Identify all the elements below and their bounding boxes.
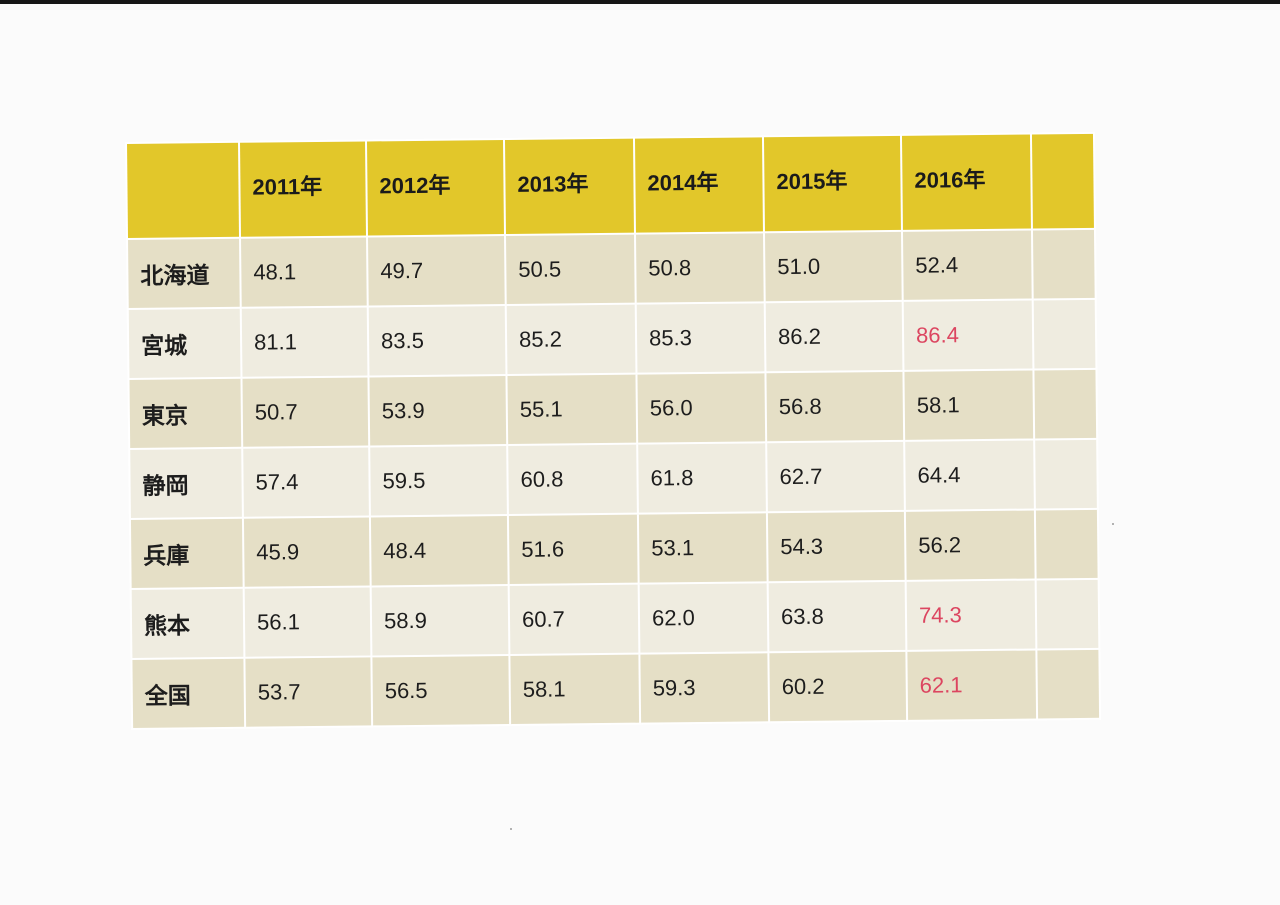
value-cell: 60.2 xyxy=(768,650,908,723)
header-year-cell: 2012年 xyxy=(365,139,505,237)
value-cell: 53.1 xyxy=(637,512,768,584)
value-cell: 61.8 xyxy=(637,442,767,514)
table-row: 北海道 48.1 49.7 50.5 50.8 51.0 52.4 xyxy=(127,228,1096,309)
header-extra-cell xyxy=(1030,132,1095,230)
scan-top-edge xyxy=(0,0,1280,4)
value-cell: 85.3 xyxy=(635,302,766,374)
row-region-label: 北海道 xyxy=(127,237,241,309)
value-cell: 59.5 xyxy=(369,445,508,517)
value-cell: 59.3 xyxy=(639,652,770,724)
scan-speck xyxy=(1112,523,1114,525)
empty-extra-cell xyxy=(1032,298,1097,370)
document-table-container: 2011年 2012年 2013年 2014年 2015年 2016年 北海道 4… xyxy=(125,132,1101,730)
value-cell: 60.8 xyxy=(507,443,638,516)
value-cell: 51.0 xyxy=(763,230,903,303)
value-cell: 53.7 xyxy=(244,656,373,728)
table-body: 北海道 48.1 49.7 50.5 50.8 51.0 52.4 宮城 81.1 83.5 85.… xyxy=(127,228,1101,729)
row-region-label: 全国 xyxy=(131,657,246,729)
header-year-cell: 2011年 xyxy=(239,140,368,238)
value-cell: 56.0 xyxy=(636,372,767,444)
value-cell: 56.5 xyxy=(371,655,511,727)
value-cell: 86.2 xyxy=(764,300,904,373)
header-year-cell: 2015年 xyxy=(762,134,902,233)
empty-extra-cell xyxy=(1035,578,1100,650)
value-cell: 55.1 xyxy=(506,373,638,446)
table-row: 東京 50.7 53.9 55.1 56.0 56.8 58.1 xyxy=(128,368,1098,449)
value-cell: 57.4 xyxy=(242,446,370,518)
empty-extra-cell xyxy=(1031,228,1096,300)
value-cell: 58.1 xyxy=(509,653,641,725)
value-cell: 50.7 xyxy=(241,376,370,448)
row-region-label: 東京 xyxy=(128,377,243,449)
value-cell: 86.4 xyxy=(902,299,1034,371)
value-cell: 56.8 xyxy=(765,370,905,443)
value-cell: 48.1 xyxy=(240,236,368,308)
value-cell: 45.9 xyxy=(242,516,371,588)
value-cell: 52.4 xyxy=(901,229,1033,301)
table-row: 宮城 81.1 83.5 85.2 85.3 86.2 86.4 xyxy=(127,298,1097,379)
table-row: 兵庫 45.9 48.4 51.6 53.1 54.3 56.2 xyxy=(129,508,1099,589)
row-region-label: 兵庫 xyxy=(129,517,244,589)
header-corner-cell xyxy=(126,141,241,239)
value-cell: 49.7 xyxy=(367,235,506,307)
data-table: 2011年 2012年 2013年 2014年 2015年 2016年 北海道 4… xyxy=(125,132,1101,730)
table-row: 熊本 56.1 58.9 60.7 62.0 63.8 74.3 xyxy=(130,578,1100,659)
value-cell: 62.0 xyxy=(638,582,769,654)
value-cell: 51.6 xyxy=(507,513,639,586)
row-region-label: 熊本 xyxy=(130,587,245,659)
scan-speck xyxy=(510,828,512,830)
value-cell: 50.8 xyxy=(634,232,765,304)
empty-extra-cell xyxy=(1036,648,1101,720)
empty-extra-cell xyxy=(1034,508,1099,580)
value-cell: 81.1 xyxy=(240,306,369,378)
header-year-cell: 2014年 xyxy=(633,136,764,234)
header-year-cell: 2013年 xyxy=(503,137,635,236)
table-header-row: 2011年 2012年 2013年 2014年 2015年 2016年 xyxy=(126,132,1095,239)
header-year-cell: 2016年 xyxy=(900,133,1032,231)
value-cell: 62.7 xyxy=(766,440,905,513)
value-cell: 60.7 xyxy=(508,583,640,656)
empty-extra-cell xyxy=(1034,438,1098,510)
value-cell: 58.1 xyxy=(903,369,1035,441)
value-cell: 63.8 xyxy=(767,580,907,653)
value-cell: 50.5 xyxy=(504,233,636,306)
value-cell: 53.9 xyxy=(368,375,508,447)
row-region-label: 宮城 xyxy=(127,307,242,379)
empty-extra-cell xyxy=(1033,368,1098,440)
value-cell: 58.9 xyxy=(370,585,510,657)
table-row: 静岡 57.4 59.5 60.8 61.8 62.7 64.4 xyxy=(129,438,1098,519)
value-cell: 54.3 xyxy=(766,510,906,583)
value-cell: 62.1 xyxy=(906,649,1038,721)
table-row: 全国 53.7 56.5 58.1 59.3 60.2 62.1 xyxy=(131,648,1101,729)
row-region-label: 静岡 xyxy=(129,447,243,519)
value-cell: 74.3 xyxy=(905,579,1037,651)
value-cell: 83.5 xyxy=(367,305,507,377)
value-cell: 64.4 xyxy=(904,439,1035,511)
value-cell: 56.1 xyxy=(243,586,372,658)
value-cell: 56.2 xyxy=(904,509,1036,581)
value-cell: 48.4 xyxy=(369,515,509,587)
value-cell: 85.2 xyxy=(505,303,637,376)
